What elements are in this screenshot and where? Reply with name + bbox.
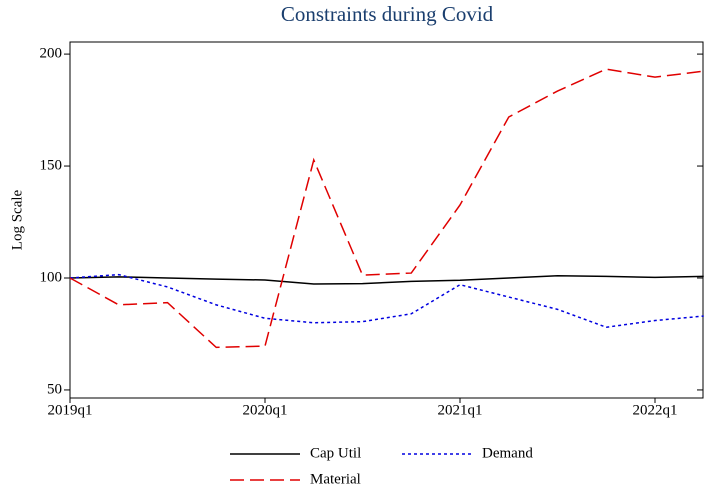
series-line — [69, 273, 704, 329]
y-tick-label: 200 — [40, 46, 63, 62]
x-tick-label: 2020q1 — [243, 402, 288, 418]
plot-frame — [69, 41, 704, 399]
x-tick-label: 2019q1 — [48, 402, 93, 418]
y-axis-label: Log Scale — [9, 189, 25, 250]
chart-title: Constraints during Covid — [281, 2, 494, 26]
y-tick-label: 150 — [40, 157, 63, 173]
legend-label: Demand — [482, 445, 533, 461]
y-tick-label: 50 — [47, 381, 62, 397]
legend-label: Material — [310, 471, 361, 487]
series-line — [69, 68, 704, 349]
series-line — [69, 275, 704, 285]
x-tick-label: 2022q1 — [633, 402, 678, 418]
y-tick-label: 100 — [40, 269, 63, 285]
x-tick-label: 2021q1 — [438, 402, 483, 418]
legend-label: Cap Util — [310, 445, 361, 461]
